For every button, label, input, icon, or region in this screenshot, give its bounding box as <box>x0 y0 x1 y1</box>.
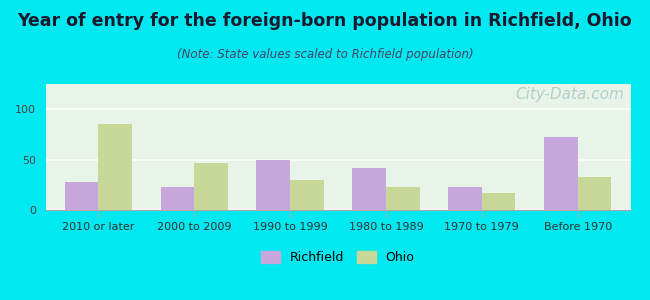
Text: (Note: State values scaled to Richfield population): (Note: State values scaled to Richfield … <box>177 48 473 61</box>
Bar <box>98 124 132 210</box>
Bar <box>290 180 324 210</box>
Text: City-Data.com: City-Data.com <box>516 86 625 101</box>
Bar <box>386 187 419 210</box>
Bar <box>194 163 228 210</box>
Bar <box>257 160 290 210</box>
Bar <box>482 193 515 210</box>
Bar <box>544 137 578 210</box>
Bar <box>448 187 482 210</box>
Bar <box>352 168 386 210</box>
Legend: Richfield, Ohio: Richfield, Ohio <box>256 246 420 269</box>
Text: Year of entry for the foreign-born population in Richfield, Ohio: Year of entry for the foreign-born popul… <box>18 12 632 30</box>
Bar <box>65 182 98 210</box>
Bar <box>578 177 611 210</box>
Bar <box>161 187 194 210</box>
